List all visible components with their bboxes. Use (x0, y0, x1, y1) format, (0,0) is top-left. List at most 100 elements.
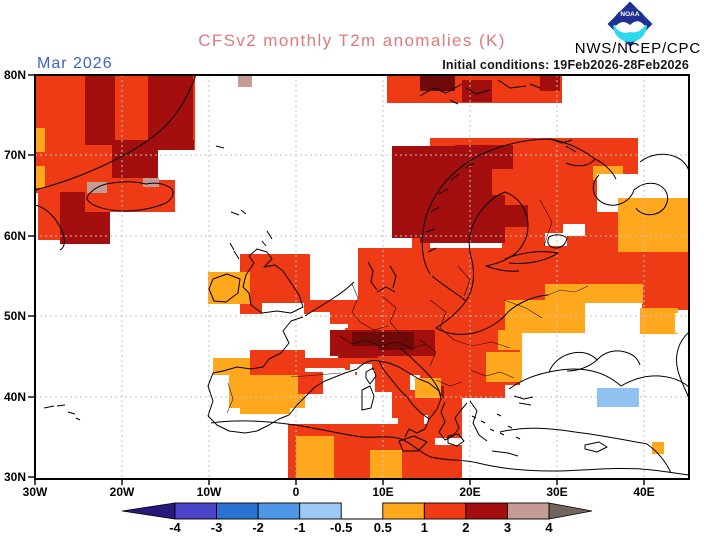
coastline (86, 181, 174, 212)
map-cell (500, 205, 528, 227)
coastline (584, 441, 608, 453)
colorbar-segment (423, 502, 467, 520)
map-cell (520, 333, 689, 391)
lat-label: 40N (4, 390, 26, 404)
coastline (261, 230, 273, 247)
coastline (639, 153, 689, 172)
map-cell (375, 362, 410, 392)
coastline (35, 75, 197, 191)
coastline (398, 435, 428, 452)
coastline (229, 242, 240, 260)
colorbar-right-arrow (548, 502, 593, 520)
coastline (548, 350, 641, 373)
colorbar-label: -2 (252, 520, 264, 535)
coastline (469, 400, 488, 442)
colorbar-label: -1 (294, 520, 306, 535)
coastline (485, 191, 529, 272)
map-frame (34, 74, 690, 480)
colorbar-label: -0.5 (330, 520, 352, 535)
lat-label: 60N (4, 229, 26, 243)
colorbar-segment (257, 502, 301, 520)
coastline (210, 420, 689, 476)
map-cell (338, 346, 378, 358)
lat-label: 80N (4, 68, 26, 82)
coastline (43, 404, 81, 421)
noaa-logo-gull-icon (615, 21, 645, 33)
coastline (675, 331, 689, 400)
colorbar-segment (465, 502, 508, 520)
country-border (290, 372, 342, 378)
map-cell (420, 75, 455, 91)
map-cell (35, 128, 45, 152)
coastline (207, 414, 290, 434)
lon-label: 20W (110, 485, 135, 499)
coastline (361, 385, 375, 411)
coastline (212, 366, 264, 374)
map-cell (675, 313, 689, 333)
country-border (351, 283, 361, 323)
coastline (491, 450, 519, 457)
colorbar-left-arrow (121, 502, 176, 520)
coastline (504, 251, 559, 264)
colorbar-segment (216, 502, 259, 520)
coastline (547, 234, 568, 249)
country-border (469, 369, 515, 379)
country-border (435, 379, 463, 387)
colorbar-label: 3 (504, 520, 511, 535)
map-coastline-layer (35, 75, 689, 476)
coastline (367, 261, 397, 293)
map-cell (455, 145, 513, 169)
lat-label: 30N (4, 470, 26, 484)
coastline (208, 273, 241, 303)
map-cell (545, 284, 643, 304)
map-cell (585, 303, 642, 333)
country-border (429, 299, 455, 341)
lon-label: 30E (546, 485, 567, 499)
colorbar-segment (299, 502, 342, 520)
colorbar-segment (382, 502, 425, 520)
coastline (35, 204, 65, 251)
map-cell (35, 166, 45, 188)
map-cell (298, 372, 323, 394)
coastline (471, 413, 521, 440)
coastline (215, 145, 225, 149)
colorbar-segment (506, 502, 550, 520)
lon-label: 40E (633, 485, 654, 499)
coastline (592, 174, 669, 216)
coastline (513, 395, 534, 406)
coastline (438, 401, 468, 441)
country-border (359, 321, 389, 331)
coastline (508, 368, 689, 390)
colorbar-label: 0.5 (374, 520, 392, 535)
coastline (288, 368, 358, 416)
lon-label: 10E (372, 485, 393, 499)
coastline (447, 433, 465, 447)
lon-label: 0 (293, 485, 300, 499)
lon-label: 30W (23, 485, 48, 499)
map-cell (350, 364, 372, 372)
map-cell (597, 388, 639, 407)
map-cell (143, 178, 159, 187)
country-border (539, 199, 553, 247)
map-cell (262, 303, 304, 319)
colorbar-label: 4 (545, 520, 553, 535)
country-border (381, 295, 401, 335)
colorbar-label: 1 (421, 520, 428, 535)
map-cell (452, 398, 547, 450)
initial-conditions-label: Initial conditions: 19Feb2026-28Feb2026 (442, 58, 689, 72)
country-border (457, 265, 471, 297)
coastline (549, 138, 577, 153)
page-title: CFSv2 monthly T2m anomalies (K) (198, 31, 506, 50)
country-border (453, 339, 511, 349)
colorbar-segment (174, 502, 218, 520)
map-cell (85, 75, 115, 145)
coastline (365, 367, 377, 385)
coastline (435, 294, 549, 335)
coastline (230, 209, 247, 216)
map-cell (640, 308, 678, 334)
map-cells-layer (35, 75, 689, 479)
lat-label: 50N (4, 309, 26, 323)
coastline (304, 281, 355, 317)
country-border (339, 335, 427, 349)
coastline (421, 138, 551, 275)
